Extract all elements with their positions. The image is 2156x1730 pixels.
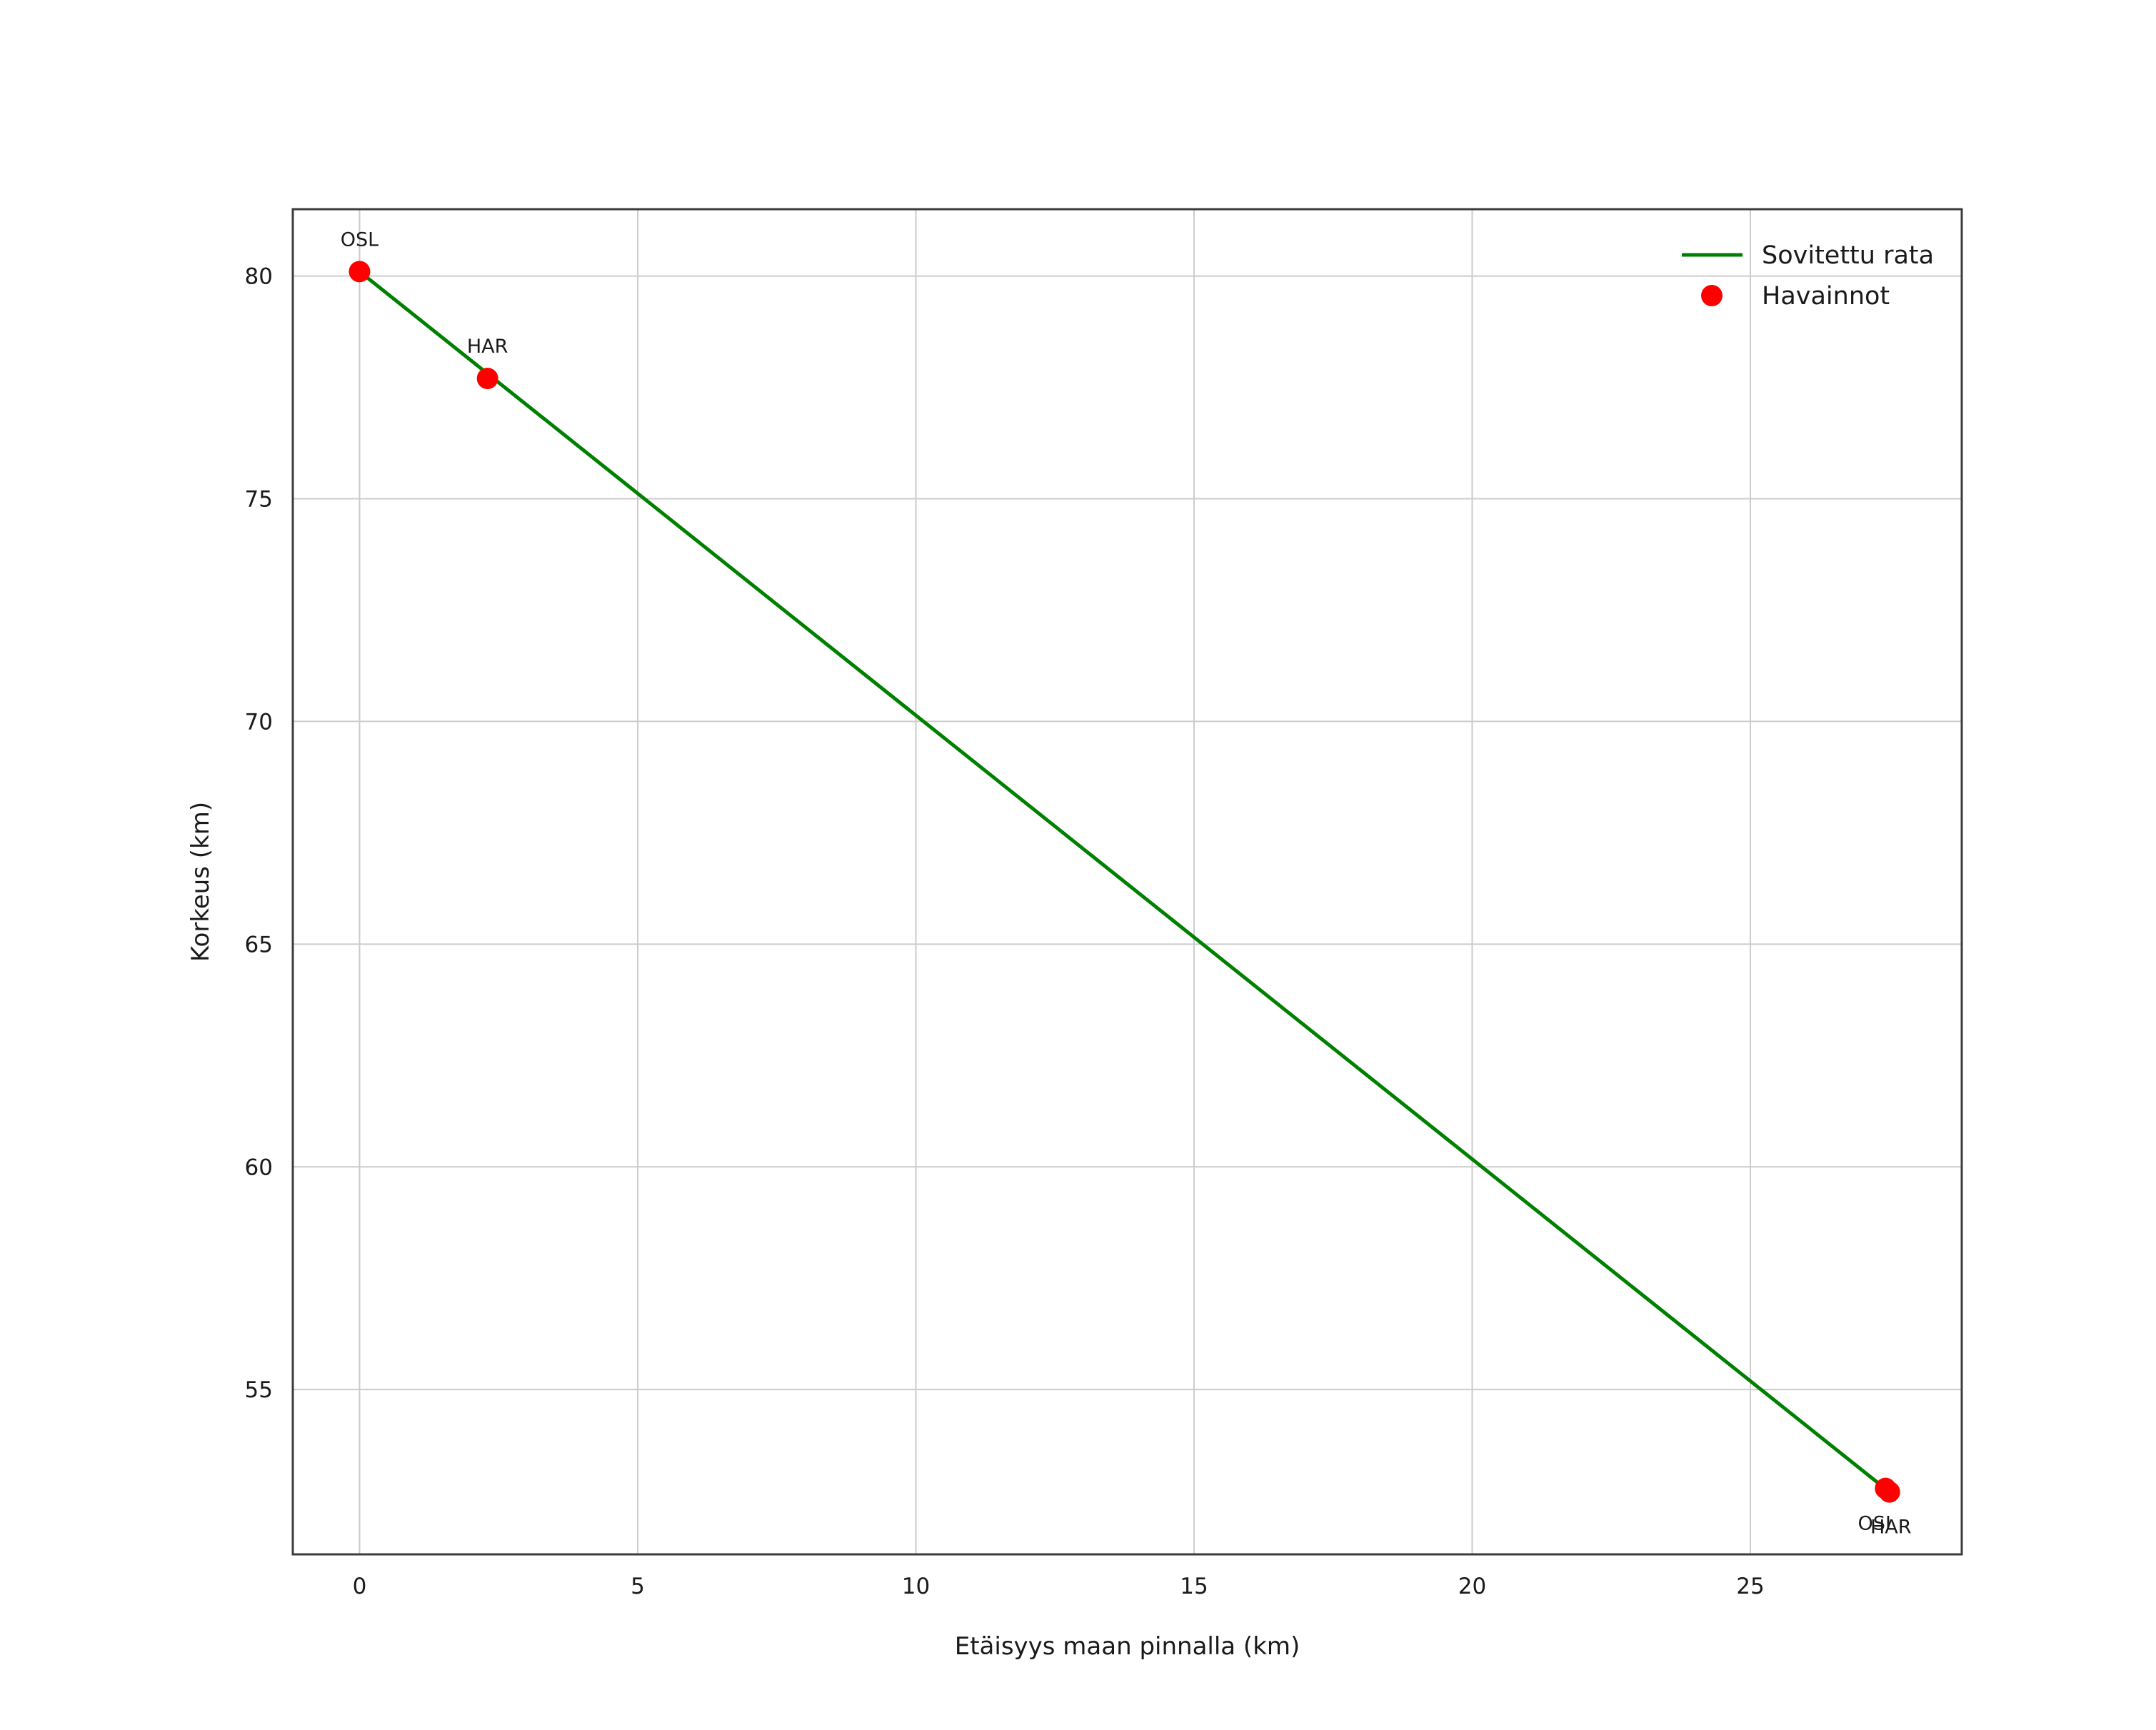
observation-point [349,261,371,283]
x-tick-label: 25 [1736,1574,1764,1599]
y-tick-label: 75 [245,486,273,512]
observation-point [476,368,498,390]
plot-border [291,208,1963,1556]
point-label: HAR [1870,1517,1912,1539]
legend-label: Sovitettu rata [1762,241,1934,270]
y-tick-label: 55 [245,1377,273,1403]
x-tick-label: 0 [353,1574,367,1599]
y-tick-label: 60 [245,1155,273,1180]
x-tick-label: 5 [631,1574,645,1599]
x-tick-label: 15 [1180,1574,1208,1599]
fitted-line [357,269,1890,1492]
legend-label: Havainnot [1762,282,1890,311]
point-label: OSL [1858,1513,1896,1535]
legend: Sovitettu rata Havainnot [1682,241,1934,311]
y-tick-label: 70 [245,709,273,735]
point-label: HAR [467,336,508,358]
x-axis-title: Etäisyys maan pinnalla (km) [955,1632,1300,1661]
y-axis-title: Korkeus (km) [186,802,215,962]
y-tick-label: 65 [245,932,273,957]
observation-point [1878,1481,1900,1503]
y-tick-label: 80 [245,264,273,290]
point-label: OSL [341,228,378,251]
x-tick-label: 10 [902,1574,930,1599]
legend-marker-sample [1701,285,1723,306]
x-tick-label: 20 [1458,1574,1486,1599]
